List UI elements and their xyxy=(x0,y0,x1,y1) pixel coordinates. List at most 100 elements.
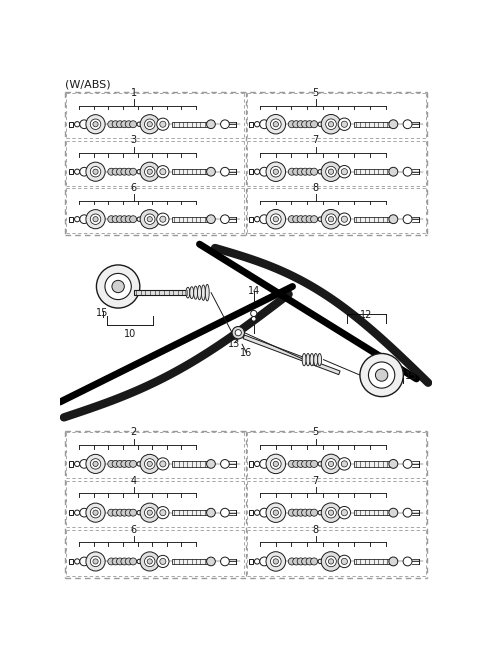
Circle shape xyxy=(270,508,281,518)
Circle shape xyxy=(121,168,128,175)
Bar xyxy=(172,510,207,515)
Circle shape xyxy=(341,510,348,515)
Circle shape xyxy=(328,559,334,564)
Text: 6: 6 xyxy=(131,183,137,193)
Circle shape xyxy=(318,122,323,126)
Circle shape xyxy=(297,460,304,468)
Circle shape xyxy=(93,122,98,127)
Bar xyxy=(354,217,390,222)
Bar xyxy=(69,122,73,127)
Circle shape xyxy=(301,215,309,223)
Circle shape xyxy=(254,559,260,564)
Bar xyxy=(172,217,207,222)
Ellipse shape xyxy=(198,286,202,300)
Circle shape xyxy=(266,454,286,474)
Circle shape xyxy=(260,508,269,517)
Circle shape xyxy=(144,458,155,469)
Circle shape xyxy=(328,169,334,174)
Circle shape xyxy=(80,168,88,176)
Circle shape xyxy=(125,509,132,516)
Circle shape xyxy=(140,455,159,474)
Circle shape xyxy=(74,217,80,222)
Circle shape xyxy=(117,215,123,223)
Circle shape xyxy=(311,215,318,223)
Circle shape xyxy=(206,557,216,566)
Circle shape xyxy=(117,168,123,175)
Circle shape xyxy=(96,265,140,308)
Circle shape xyxy=(403,120,412,128)
Circle shape xyxy=(80,460,88,468)
Circle shape xyxy=(288,168,295,176)
Circle shape xyxy=(341,461,348,467)
Circle shape xyxy=(375,369,388,381)
Circle shape xyxy=(206,120,216,128)
Circle shape xyxy=(86,115,105,134)
Circle shape xyxy=(266,552,286,571)
Circle shape xyxy=(157,213,169,225)
Circle shape xyxy=(297,168,304,176)
Bar xyxy=(69,559,73,564)
Circle shape xyxy=(325,214,336,225)
Circle shape xyxy=(86,210,105,229)
Circle shape xyxy=(144,556,155,567)
Circle shape xyxy=(125,558,132,565)
Bar xyxy=(172,122,207,127)
Circle shape xyxy=(325,166,336,177)
Circle shape xyxy=(160,216,166,222)
Circle shape xyxy=(93,217,98,222)
Bar xyxy=(249,461,252,466)
Circle shape xyxy=(403,167,412,176)
Circle shape xyxy=(341,558,348,565)
Ellipse shape xyxy=(314,354,318,365)
Circle shape xyxy=(297,121,304,128)
Circle shape xyxy=(328,461,334,466)
Text: 7: 7 xyxy=(312,476,319,486)
Circle shape xyxy=(325,458,336,469)
Circle shape xyxy=(86,455,105,474)
Circle shape xyxy=(137,462,142,466)
Circle shape xyxy=(266,162,286,181)
Circle shape xyxy=(328,217,334,222)
Circle shape xyxy=(74,122,80,127)
Ellipse shape xyxy=(306,354,310,365)
Circle shape xyxy=(140,552,159,571)
Text: 3: 3 xyxy=(131,136,137,145)
Circle shape xyxy=(140,162,159,181)
Circle shape xyxy=(108,460,115,468)
Circle shape xyxy=(318,462,323,466)
Circle shape xyxy=(93,510,98,515)
Bar xyxy=(249,217,252,222)
Text: 6: 6 xyxy=(131,525,137,534)
Circle shape xyxy=(90,556,101,567)
Circle shape xyxy=(206,508,216,517)
Circle shape xyxy=(389,215,398,223)
Circle shape xyxy=(293,460,300,468)
Text: 1: 1 xyxy=(131,88,137,98)
Circle shape xyxy=(266,115,286,134)
Circle shape xyxy=(321,115,341,134)
Circle shape xyxy=(311,168,318,176)
Text: 15: 15 xyxy=(405,371,417,381)
Text: 5: 5 xyxy=(312,88,319,98)
Circle shape xyxy=(121,509,128,516)
Circle shape xyxy=(235,329,241,336)
Circle shape xyxy=(273,122,278,127)
Circle shape xyxy=(147,461,152,466)
Circle shape xyxy=(130,168,137,175)
Circle shape xyxy=(86,503,105,522)
Text: 15: 15 xyxy=(96,308,109,318)
Circle shape xyxy=(130,215,137,223)
Circle shape xyxy=(80,508,88,517)
Bar xyxy=(69,461,73,466)
Circle shape xyxy=(74,169,80,174)
Circle shape xyxy=(338,213,350,225)
Circle shape xyxy=(270,214,281,225)
Circle shape xyxy=(221,460,229,468)
Circle shape xyxy=(297,558,304,565)
Circle shape xyxy=(321,162,341,181)
Circle shape xyxy=(108,121,115,128)
Circle shape xyxy=(130,460,137,468)
Circle shape xyxy=(293,558,300,565)
Circle shape xyxy=(140,503,159,522)
Circle shape xyxy=(338,118,350,130)
